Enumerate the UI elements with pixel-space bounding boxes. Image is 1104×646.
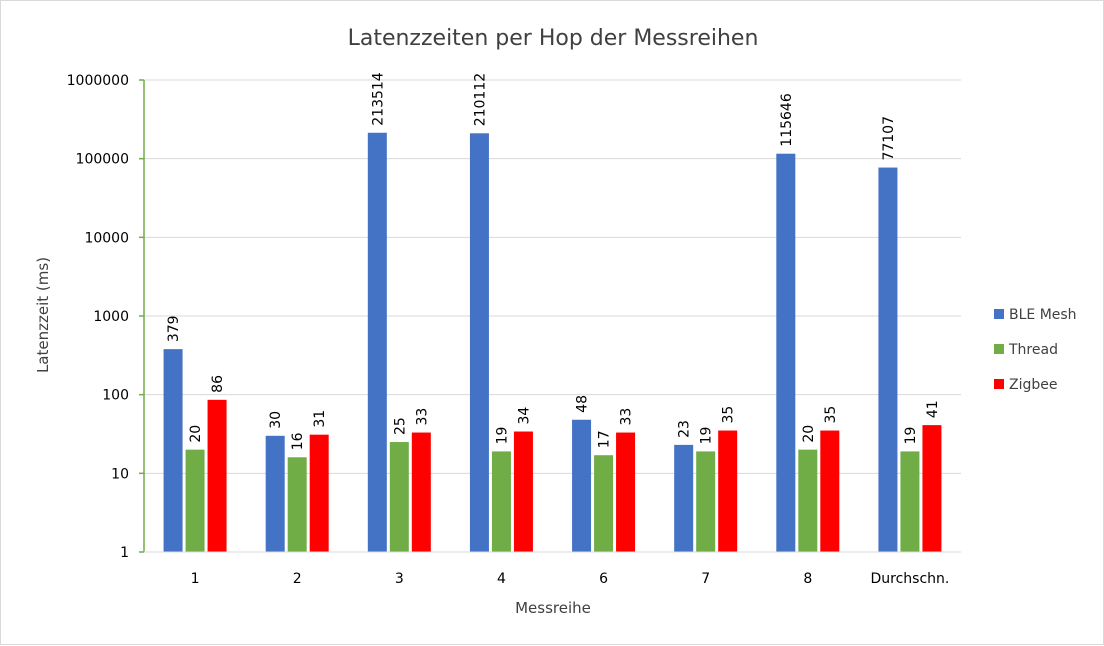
data-label: 86 — [210, 375, 226, 393]
axes — [139, 79, 961, 553]
bar — [616, 432, 636, 552]
x-tick-label: 4 — [497, 571, 506, 587]
data-label: 48 — [575, 395, 591, 413]
y-tick-label: 100 — [102, 388, 129, 404]
data-label: 19 — [903, 427, 919, 445]
data-label: 210112 — [472, 73, 488, 126]
legend: BLE Mesh Thread Zigbee — [994, 307, 1077, 393]
bar — [820, 430, 840, 552]
bar — [207, 399, 227, 552]
x-tick-label: 8 — [803, 571, 812, 587]
data-label: 115646 — [779, 93, 795, 147]
bar — [718, 430, 738, 552]
data-label: 19 — [699, 427, 715, 445]
bar — [900, 451, 920, 552]
y-tick-label: 1 — [120, 545, 129, 561]
bar — [411, 432, 431, 552]
y-tick-label: 1000000 — [67, 73, 129, 89]
data-label: 34 — [516, 407, 532, 425]
y-axis-title: Latenzzeit (ms) — [34, 257, 52, 373]
data-label: 25 — [392, 417, 408, 435]
bar — [513, 431, 533, 552]
legend-label: Zigbee — [1009, 377, 1057, 393]
data-label: 17 — [597, 430, 613, 448]
bar — [309, 434, 329, 552]
x-tick-label: 1 — [191, 571, 200, 587]
bars — [163, 132, 942, 553]
data-label: 77107 — [881, 116, 897, 161]
bar — [798, 449, 818, 552]
bar — [469, 133, 489, 552]
data-label: 19 — [494, 427, 510, 445]
data-label: 35 — [721, 406, 737, 424]
bar — [287, 457, 307, 552]
data-label: 379 — [166, 315, 182, 342]
data-label: 213514 — [370, 72, 386, 126]
x-tick-label: 2 — [293, 571, 302, 587]
data-label: 31 — [312, 410, 328, 428]
bar — [185, 449, 205, 552]
bar — [674, 444, 694, 552]
data-label: 16 — [290, 432, 306, 450]
x-tick-label: Durchschn. — [871, 571, 950, 587]
data-label: 33 — [414, 408, 430, 426]
legend-swatch — [994, 379, 1004, 389]
bar — [163, 349, 183, 552]
legend-label: BLE Mesh — [1009, 307, 1077, 323]
data-label: 23 — [677, 420, 693, 438]
x-tick-label: 6 — [599, 571, 608, 587]
bar — [878, 167, 898, 552]
bar — [776, 153, 796, 553]
data-label: 30 — [268, 411, 284, 429]
x-tick-label: 3 — [395, 571, 404, 587]
bar — [594, 455, 614, 552]
x-tick-labels: 1 2 3 4 6 7 8 Durchschn. — [191, 571, 950, 587]
bar — [922, 425, 942, 552]
data-label: 35 — [823, 406, 839, 424]
bar — [389, 442, 409, 552]
legend-label: Thread — [1008, 342, 1058, 358]
data-label: 33 — [619, 408, 635, 426]
bar — [265, 435, 285, 552]
bar — [491, 451, 511, 552]
y-tick-labels: 1 10 100 1000 10000 100000 1000000 — [67, 73, 129, 561]
y-tick-label: 10000 — [84, 230, 129, 246]
legend-swatch — [994, 309, 1004, 319]
bar — [367, 132, 387, 552]
legend-swatch — [994, 344, 1004, 354]
chart-title: Latenzzeiten per Hop der Messreihen — [348, 26, 759, 51]
y-tick-label: 1000 — [93, 309, 129, 325]
bar — [696, 451, 716, 552]
y-tick-label: 100000 — [76, 152, 129, 168]
x-tick-label: 7 — [701, 571, 710, 587]
data-label: 20 — [801, 425, 817, 443]
data-label: 41 — [925, 400, 941, 418]
data-labels: 379 20 86 30 16 31 213514 25 33 210112 19 34 48 17 33 2… — [166, 72, 941, 450]
bar — [572, 419, 592, 552]
data-label: 20 — [188, 425, 204, 443]
y-tick-label: 10 — [111, 466, 129, 482]
x-axis-title: Messreihe — [515, 599, 591, 617]
